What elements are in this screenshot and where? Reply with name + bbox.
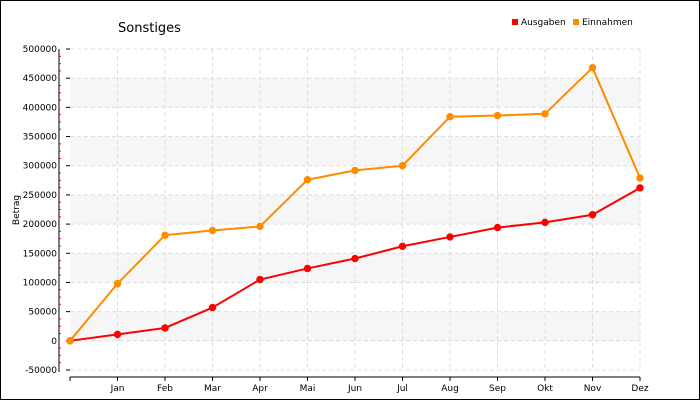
data-point-ausgaben [493, 223, 502, 232]
x-tick-label: Jan [110, 384, 125, 394]
data-point-einnahmen [256, 222, 264, 231]
data-point-ausgaben [113, 330, 122, 339]
x-tick-label: Jun [347, 384, 362, 394]
x-tick-label: Sep [489, 384, 506, 394]
y-tick-label: 450000 [23, 74, 58, 84]
y-tick-label: 50000 [28, 308, 57, 318]
legend-swatch-ausgaben [512, 19, 518, 25]
series-points [66, 63, 644, 345]
data-point-ausgaben [446, 233, 454, 241]
data-point-einnahmen [588, 63, 597, 72]
data-point-einnahmen [66, 337, 74, 345]
grid-lines [70, 48, 641, 371]
data-point-einnahmen [636, 174, 644, 182]
data-point-ausgaben [541, 218, 549, 227]
x-tick-label: Apr [252, 384, 268, 394]
x-tick-label: Dez [631, 384, 648, 394]
data-point-ausgaben [398, 242, 407, 250]
x-tick-label: Mar [204, 384, 221, 394]
y-tick-label: 400000 [23, 103, 58, 113]
x-tick-label: Okt [537, 384, 553, 394]
y-tick-label: 150000 [23, 249, 58, 259]
data-point-ausgaben [636, 184, 644, 192]
data-point-einnahmen [303, 176, 312, 184]
legend: Ausgaben Einnahmen [512, 18, 633, 28]
y-tick-label: 350000 [23, 133, 58, 143]
y-axis-label: Betrag [12, 195, 22, 225]
y-tick-label: 0 [51, 337, 57, 347]
data-point-einnahmen [541, 110, 549, 118]
legend-swatch-einnahmen [573, 19, 579, 25]
x-tick-label: Mai [300, 384, 316, 394]
data-point-einnahmen [113, 279, 122, 288]
y-axis-ticks: -50000 0 50000 100000 150000 200000 250000 3000… [23, 45, 70, 376]
y-tick-label: 200000 [23, 220, 58, 230]
y-tick-label: 100000 [23, 278, 58, 288]
y-tick-label: -50000 [25, 366, 57, 376]
x-tick-label: Jul [396, 384, 408, 394]
data-point-einnahmen [398, 162, 407, 170]
data-point-ausgaben [208, 303, 217, 312]
x-tick-label: Nov [584, 384, 602, 394]
data-point-einnahmen [493, 111, 502, 120]
data-point-ausgaben [161, 324, 169, 332]
data-point-ausgaben [588, 211, 597, 219]
data-point-einnahmen [208, 226, 217, 235]
chart-title: Sonstiges [118, 21, 181, 36]
data-point-ausgaben [351, 254, 359, 263]
x-axis-ticks: Jan Feb Mar Apr Mai Jun Jul Aug Sep Okt Nov Dez [69, 377, 649, 394]
data-point-ausgaben [303, 264, 312, 273]
data-point-einnahmen [351, 166, 359, 175]
y-tick-label: 250000 [23, 191, 58, 201]
x-tick-label: Aug [441, 384, 459, 394]
y-tick-label: 500000 [23, 45, 58, 55]
x-tick-label: Feb [157, 384, 173, 394]
data-point-einnahmen [446, 113, 454, 121]
legend-label-ausgaben: Ausgaben [521, 18, 566, 28]
y-tick-label: 300000 [23, 162, 58, 172]
data-point-einnahmen [161, 231, 169, 239]
data-point-ausgaben [256, 275, 264, 284]
legend-label-einnahmen: Einnahmen [582, 18, 633, 28]
